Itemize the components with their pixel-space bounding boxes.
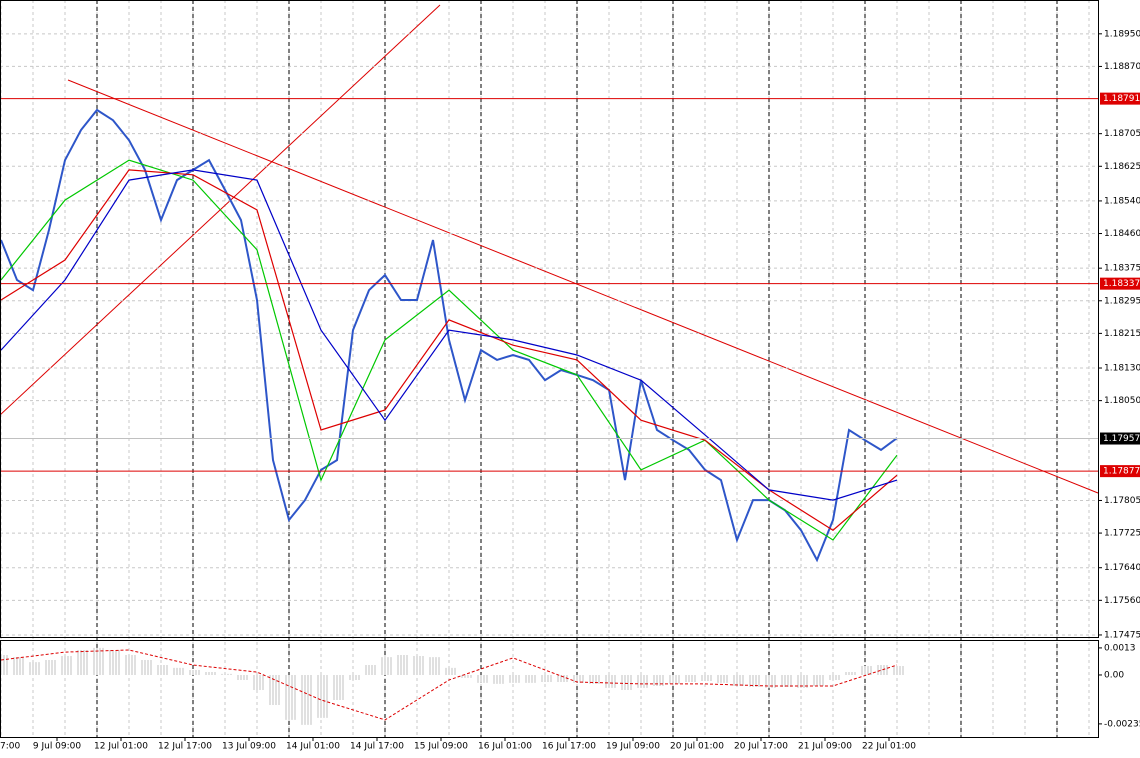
y-tick-label: 1.18295 <box>1104 296 1140 306</box>
y-tick-label: 1.18625 <box>1104 162 1140 172</box>
y-tick-label: 1.18950 <box>1104 29 1140 39</box>
y-tick-label: 1.17560 <box>1104 596 1140 606</box>
x-tick-label: 12 Jul 17:00 <box>158 742 212 752</box>
y-tick-label: 1.18460 <box>1104 229 1140 239</box>
level-label-box <box>1100 92 1140 105</box>
x-tick-label: 9 Jul 09:00 <box>33 742 82 752</box>
y-tick-label: 1.18870 <box>1104 62 1140 72</box>
panel-frame <box>0 640 1099 738</box>
x-tick-label: 20 Jul 17:00 <box>734 742 788 752</box>
x-tick-label: 15 Jul 09:00 <box>414 742 468 752</box>
level-label: 1.18791 <box>1103 94 1140 104</box>
x-tick-label: 7:00 <box>0 742 20 752</box>
y-tick-label: 1.18215 <box>1104 329 1140 339</box>
x-tick-label: 13 Jul 09:00 <box>222 742 276 752</box>
signal-line <box>0 649 898 721</box>
level-label: 1.18337 <box>1103 279 1140 289</box>
x-tick-label: 19 Jul 09:00 <box>606 742 660 752</box>
level-label-box <box>1100 465 1140 478</box>
y-tick-label: 1.17640 <box>1104 563 1140 573</box>
x-tick-label: 21 Jul 09:00 <box>798 742 852 752</box>
moving-average <box>0 159 898 541</box>
price-line <box>0 108 898 563</box>
x-tick-label: 12 Jul 01:00 <box>94 742 148 752</box>
y-tick-label: 1.18375 <box>1104 264 1140 274</box>
y-tick-label: 1.18130 <box>1104 364 1140 374</box>
level-label: 1.17877 <box>1103 467 1140 477</box>
y-tick-label: 1.17725 <box>1104 529 1140 539</box>
panel-frame <box>0 0 1099 638</box>
x-tick-label: 16 Jul 17:00 <box>542 742 596 752</box>
moving-average <box>0 169 898 531</box>
y-tick-label: 0.0013 <box>1104 643 1136 653</box>
x-tick-label: 22 Jul 01:00 <box>862 742 916 752</box>
trend-line <box>67 79 1099 494</box>
x-tick-label: 20 Jul 01:00 <box>670 742 724 752</box>
y-tick-label: 1.17475 <box>1104 630 1140 640</box>
last-price-box <box>1100 432 1140 445</box>
last-price-label: 1.17957 <box>1103 434 1140 444</box>
y-tick-label: 1.18050 <box>1104 396 1140 406</box>
level-label-box <box>1100 277 1140 290</box>
y-tick-label: -0.00235 <box>1104 719 1140 729</box>
x-tick-label: 14 Jul 01:00 <box>286 742 340 752</box>
y-tick-label: 1.17805 <box>1104 496 1140 506</box>
y-tick-label: 1.18540 <box>1104 196 1140 206</box>
y-tick-label: 1.18705 <box>1104 129 1140 139</box>
x-tick-label: 16 Jul 01:00 <box>478 742 532 752</box>
x-tick-label: 14 Jul 17:00 <box>350 742 404 752</box>
y-tick-label: 0.00 <box>1104 670 1124 680</box>
